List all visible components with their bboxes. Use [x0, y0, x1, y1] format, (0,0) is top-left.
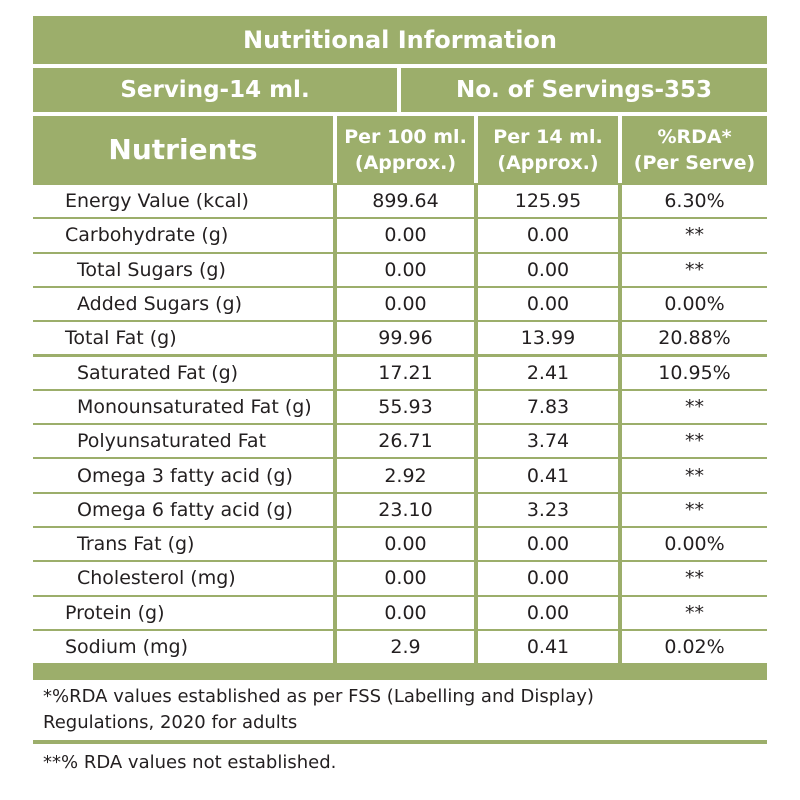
value-per14: 0.41	[478, 459, 618, 492]
value-per100: 0.00	[337, 219, 474, 252]
footnote-rda-established: *%RDA values established as per FSS (Lab…	[33, 680, 767, 740]
value-rda: **	[622, 219, 767, 252]
nutrient-name: Energy Value (kcal)	[33, 185, 333, 218]
nutrient-name: Sodium (mg)	[33, 630, 333, 664]
nutrient-name: Protein (g)	[33, 596, 333, 629]
value-per100: 0.00	[337, 562, 474, 595]
value-per100: 23.10	[337, 493, 474, 526]
value-per100: 55.93	[337, 390, 474, 424]
value-rda: 20.88%	[622, 322, 767, 355]
value-per14: 125.95	[478, 185, 618, 218]
footnote-line1: *%RDA values established as per FSS (Lab…	[43, 686, 594, 707]
value-per100: 0.00	[337, 287, 474, 321]
footnote-line2: Regulations, 2020 for adults	[43, 712, 298, 733]
value-per100: 99.96	[337, 322, 474, 355]
nutrient-name: Trans Fat (g)	[33, 528, 333, 561]
divider	[33, 64, 767, 68]
value-per100: 26.71	[337, 425, 474, 458]
nutrient-name: Added Sugars (g)	[33, 287, 333, 321]
value-rda: **	[622, 425, 767, 458]
header-rda: %RDA* (Per Serve)	[622, 116, 767, 183]
divider	[333, 116, 337, 183]
value-per100: 2.92	[337, 459, 474, 492]
nutrient-name: Carbohydrate (g)	[33, 219, 333, 252]
header-rda-line2: (Per Serve)	[633, 151, 756, 174]
divider	[397, 68, 401, 112]
value-per100: 0.00	[337, 596, 474, 629]
value-per14: 0.00	[478, 253, 618, 286]
value-per14: 0.00	[478, 562, 618, 595]
value-rda: **	[622, 390, 767, 424]
value-per100: 2.9	[337, 630, 474, 664]
table-title: Nutritional Information	[242, 26, 557, 54]
header-per-100ml: Per 100 ml. (Approx.)	[337, 116, 474, 183]
header-per-14ml-line1: Per 14 ml.	[493, 125, 603, 148]
value-rda: 0.02%	[622, 630, 767, 664]
header-nutrients: Nutrients	[33, 116, 333, 183]
value-per14: 13.99	[478, 322, 618, 355]
value-per14: 7.83	[478, 390, 618, 424]
value-per14: 0.41	[478, 630, 618, 664]
value-per100: 0.00	[337, 528, 474, 561]
value-rda: **	[622, 253, 767, 286]
nutrient-name: Omega 3 fatty acid (g)	[33, 459, 333, 492]
value-per100: 0.00	[337, 253, 474, 286]
value-rda: 0.00%	[622, 287, 767, 321]
nutrient-name: Polyunsaturated Fat	[33, 425, 333, 458]
header-rda-line1: %RDA*	[657, 125, 732, 148]
value-per100: 899.64	[337, 185, 474, 218]
header-per-100ml-line2: (Approx.)	[354, 151, 457, 174]
nutrient-name: Total Sugars (g)	[33, 253, 333, 286]
nutrient-name: Monounsaturated Fat (g)	[33, 390, 333, 424]
value-per100: 17.21	[337, 356, 474, 389]
value-rda: 10.95%	[622, 356, 767, 389]
nutrient-name: Total Fat (g)	[33, 322, 333, 355]
header-per-14ml: Per 14 ml. (Approx.)	[478, 116, 618, 183]
value-per14: 3.74	[478, 425, 618, 458]
divider	[474, 116, 478, 183]
nutrient-name: Omega 6 fatty acid (g)	[33, 493, 333, 526]
value-rda: **	[622, 493, 767, 526]
header-per-100ml-line1: Per 100 ml.	[344, 125, 467, 148]
value-rda: **	[622, 459, 767, 492]
value-per14: 3.23	[478, 493, 618, 526]
nutrition-table: Nutritional Information Serving-14 ml. N…	[33, 16, 767, 782]
value-per14: 0.00	[478, 528, 618, 561]
value-rda: **	[622, 562, 767, 595]
header-per-14ml-line2: (Approx.)	[497, 151, 599, 174]
serving-size: Serving-14 ml.	[33, 68, 397, 112]
servings-count: No. of Servings-353	[401, 68, 767, 112]
value-rda: **	[622, 596, 767, 629]
divider	[618, 116, 622, 183]
value-per14: 0.00	[478, 596, 618, 629]
value-per14: 0.00	[478, 219, 618, 252]
divider	[33, 112, 767, 116]
footnote-rda-not-established: **% RDA values not established.	[33, 744, 767, 782]
value-rda: 0.00%	[622, 528, 767, 561]
value-per14: 2.41	[478, 356, 618, 389]
nutrient-name: Cholesterol (mg)	[33, 562, 333, 595]
nutrient-name: Saturated Fat (g)	[33, 356, 333, 389]
value-per14: 0.00	[478, 287, 618, 321]
value-rda: 6.30%	[622, 185, 767, 218]
